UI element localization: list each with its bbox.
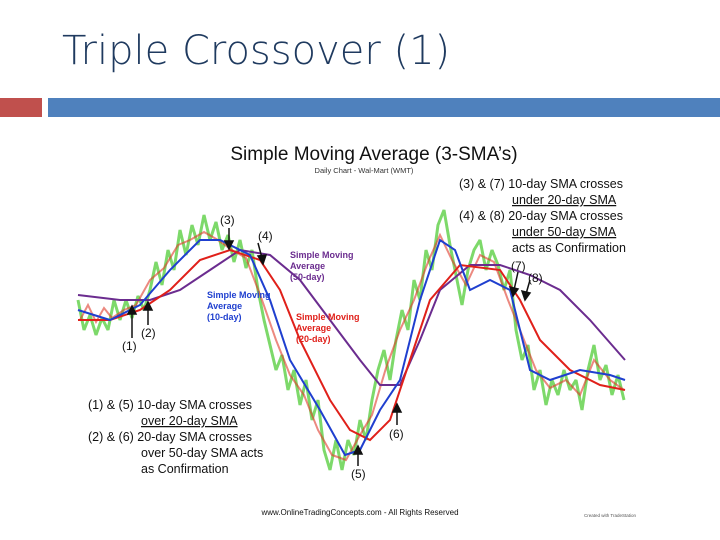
line-label: Average [290, 261, 325, 271]
point-label: (5) [351, 467, 366, 481]
sma-50-line [77, 248, 626, 386]
note-line: (3) & (7) 10-day SMA crosses [459, 177, 623, 191]
arrows [126, 228, 532, 466]
line-label: Simple Moving [290, 250, 354, 260]
label-50: Simple Moving Average (50-day) [290, 250, 354, 282]
note-line: (1) & (5) 10-day SMA crosses [88, 398, 252, 412]
line-label: Simple Moving [207, 290, 271, 300]
accent-blue [48, 98, 720, 117]
point-label: (7) [511, 259, 526, 273]
label-20: Simple Moving Average (20-day) [296, 312, 360, 344]
figure-credit: Created with TradeStation [584, 513, 637, 518]
line-label: (20-day) [296, 334, 331, 344]
figure-footer: www.OnlineTradingConcepts.com - All Righ… [260, 508, 458, 517]
note-top-right: (3) & (7) 10-day SMA crosses under 20-da… [459, 177, 626, 255]
note-line: over 20-day SMA [141, 414, 238, 428]
line-label: Average [296, 323, 331, 333]
line-label: (10-day) [207, 312, 242, 322]
note-bottom-left: (1) & (5) 10-day SMA crosses over 20-day… [88, 398, 263, 476]
figure-title: Simple Moving Average (3-SMA’s) [230, 144, 517, 165]
label-10: Simple Moving Average (10-day) [207, 290, 271, 322]
point-label: (6) [389, 427, 404, 441]
note-line: as Confirmation [141, 462, 229, 476]
sma-10-line [77, 238, 626, 457]
note-line: under 50-day SMA [512, 225, 617, 239]
price-bars-up [76, 209, 626, 471]
figure: Simple Moving Average (3-SMA’s) Daily Ch… [76, 144, 637, 518]
note-line: over 50-day SMA acts [141, 446, 263, 460]
line-label: (50-day) [290, 272, 325, 282]
note-line: under 20-day SMA [512, 193, 617, 207]
slide-title: Triple Crossover (1) [62, 28, 450, 74]
sma-20-line [78, 248, 626, 442]
point-label: (1) [122, 339, 137, 353]
point-label: (2) [141, 326, 156, 340]
price-bars-down [79, 230, 625, 462]
point-label: (4) [258, 229, 273, 243]
point-label: (8) [528, 271, 543, 285]
figure-subtitle: Daily Chart - Wal-Mart (WMT) [315, 166, 414, 175]
point-label: (3) [220, 213, 235, 227]
note-line: (2) & (6) 20-day SMA crosses [88, 430, 252, 444]
line-label: Average [207, 301, 242, 311]
note-line: acts as Confirmation [512, 241, 626, 255]
accent-red [0, 98, 42, 117]
note-line: (4) & (8) 20-day SMA crosses [459, 209, 623, 223]
line-label: Simple Moving [296, 312, 360, 322]
